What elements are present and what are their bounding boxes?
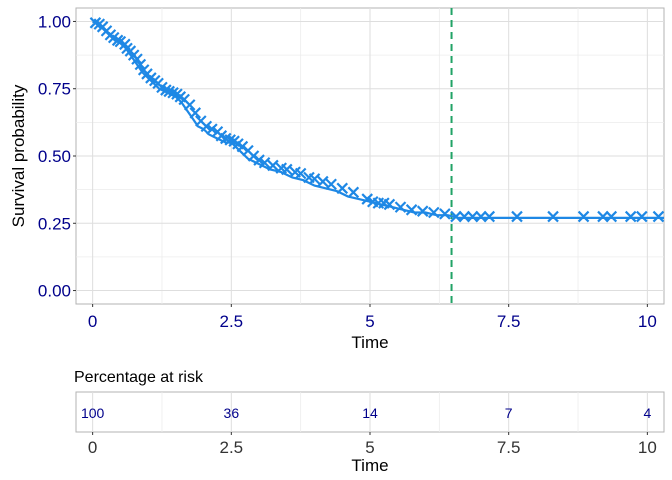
censor-mark: [317, 175, 329, 188]
main-gridlines: [76, 8, 664, 304]
risk-x-tick-label: 2.5: [220, 438, 244, 457]
x-tick-label: 5: [365, 312, 374, 331]
censor-mark: [267, 159, 279, 172]
risk-table-value: 14: [362, 405, 378, 421]
censor-mark: [294, 167, 307, 180]
censor-mark: [458, 210, 471, 223]
risk-table-values: 100 36 14 7 4: [81, 405, 651, 421]
censor-mark: [605, 210, 618, 223]
censor-mark: [206, 123, 218, 135]
x-tick-label: 0: [88, 312, 97, 331]
risk-table-value: 100: [81, 405, 105, 421]
risk-x-tick-label: 7.5: [497, 438, 521, 457]
risk-x-tick-label: 0: [88, 438, 97, 457]
survival-curve-line: [92, 20, 664, 219]
risk-table-gridlines: [92, 392, 648, 432]
censor-mark: [483, 210, 496, 223]
censor-mark: [131, 53, 143, 65]
y-tick-label: 1.00: [38, 12, 71, 31]
censor-mark: [416, 205, 429, 217]
y-tick-label: 0.75: [38, 80, 71, 99]
censor-mark: [325, 178, 337, 191]
censor-mark: [361, 193, 374, 205]
censor-mark: [475, 210, 487, 223]
x-tick-label: 7.5: [497, 312, 521, 331]
censor-mark: [597, 210, 609, 223]
censor-mark: [189, 107, 202, 119]
censor-mark: [281, 163, 293, 176]
x-tick-label: 2.5: [220, 312, 244, 331]
censor-mark: [336, 182, 349, 195]
y-tick-labels: 0.00 0.25 0.50 0.75 1.00: [38, 12, 76, 301]
risk-x-tick-label: 10: [638, 438, 657, 457]
risk-x-tick-label: 5: [365, 438, 374, 457]
censor-mark: [652, 210, 665, 223]
censor-mark: [160, 84, 172, 96]
censor-mark: [308, 173, 321, 185]
censor-mark: [183, 99, 196, 111]
survival-curve-group: [92, 20, 664, 219]
x-tick-labels: 0 2.5 5 7.5 10: [88, 304, 657, 331]
censor-mark: [466, 210, 479, 223]
censor-mark: [347, 186, 360, 199]
y-axis-title: Survival probability: [9, 84, 28, 227]
y-tick-label: 0.25: [38, 214, 71, 233]
censor-mark: [636, 210, 648, 223]
censor-mark: [134, 58, 147, 71]
censor-mark: [405, 204, 418, 216]
risk-table-x-axis-title: Time: [351, 456, 388, 475]
censor-mark: [428, 206, 440, 219]
censor-mark: [258, 156, 271, 169]
x-axis-title: Time: [351, 333, 388, 352]
censor-mark: [511, 210, 523, 223]
censor-marks-group: [89, 17, 665, 223]
y-tick-label: 0.50: [38, 147, 71, 166]
censor-mark: [394, 201, 407, 213]
censor-mark: [624, 210, 637, 223]
censor-mark: [200, 120, 213, 133]
risk-table-value: 4: [643, 405, 651, 421]
risk-table-x-tick-labels: 0 2.5 5 7.5 10: [88, 432, 657, 457]
censor-mark: [439, 208, 451, 220]
censor-mark: [383, 198, 396, 211]
risk-table-value: 36: [224, 405, 240, 421]
censor-mark: [253, 154, 265, 166]
x-tick-label: 10: [638, 312, 657, 331]
y-tick-label: 0.00: [38, 282, 71, 301]
censor-mark: [577, 210, 590, 223]
censor-mark: [547, 210, 559, 223]
risk-table-title: Percentage at risk: [74, 369, 204, 386]
risk-table-value: 7: [505, 405, 513, 421]
censor-mark: [450, 210, 462, 223]
